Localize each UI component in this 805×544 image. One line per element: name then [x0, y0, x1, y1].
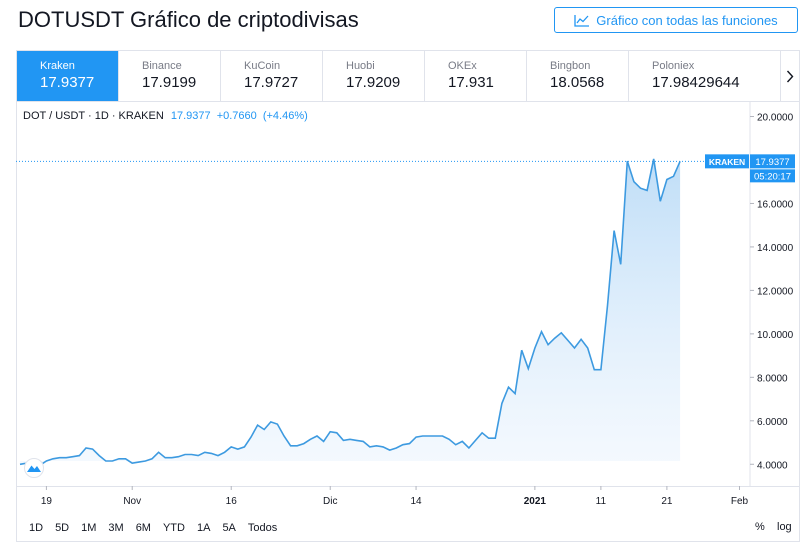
exchange-name: Poloniex: [652, 60, 695, 72]
full-chart-button[interactable]: Gráfico con todas las funciones: [554, 7, 798, 33]
chart-line-icon: [574, 14, 590, 27]
exchange-name: Bingbon: [550, 60, 591, 72]
log-scale-toggle[interactable]: log: [777, 521, 792, 533]
range-button-1d[interactable]: 1D: [29, 522, 44, 534]
exchange-name: OKEx: [448, 60, 477, 72]
chart-container: [16, 102, 800, 542]
exchange-tab-kraken[interactable]: Kraken 17.9377: [17, 51, 119, 101]
exchange-price: 17.9727: [244, 74, 299, 91]
exchange-tab-okex[interactable]: OKEx 17.931: [425, 51, 527, 101]
x-tick-label: 2021: [524, 496, 547, 507]
range-button-1a[interactable]: 1A: [196, 522, 211, 534]
exchange-tab-bingbon[interactable]: Bingbon 18.0568: [527, 51, 629, 101]
price-badge-bg: [750, 154, 795, 169]
range-toolbar: 1D 5D 1M 3M 6M YTD 1A 5A Todos % log: [16, 514, 800, 542]
price-badge-value: 17.9377: [755, 157, 789, 168]
exchange-price: 17.9199: [142, 74, 197, 91]
range-button-1m[interactable]: 1M: [81, 522, 97, 534]
y-tick-label: 14.0000: [757, 243, 794, 254]
exchange-price: 17.98429644: [652, 74, 740, 91]
exchange-name: Huobi: [346, 60, 375, 72]
y-tick-label: 8.0000: [757, 373, 788, 384]
exchange-name: Kraken: [40, 60, 75, 72]
chevron-right-icon: [786, 70, 794, 82]
x-tick-label: 16: [226, 496, 238, 507]
price-area-fill: [20, 158, 681, 466]
full-chart-label: Gráfico con todas las funciones: [596, 12, 778, 28]
exchange-price: 18.0568: [550, 74, 605, 91]
countdown-badge-value: 05:20:17: [754, 171, 791, 182]
x-tick-label: 14: [410, 496, 422, 507]
range-button-3m[interactable]: 3M: [108, 522, 124, 534]
exchange-price: 17.9377: [40, 74, 95, 91]
exchange-tab-kucoin[interactable]: KuCoin 17.9727: [221, 51, 323, 101]
legend-change: +0.7660: [216, 110, 257, 122]
exchange-name: KuCoin: [244, 60, 281, 72]
exchange-tab-binance[interactable]: Binance 17.9199: [119, 51, 221, 101]
range-button-5d[interactable]: 5D: [55, 522, 70, 534]
exchange-name: Binance: [142, 60, 182, 72]
y-tick-label: 20.0000: [757, 113, 794, 124]
legend-symbol: DOT / USDT · 1D · KRAKEN: [23, 110, 164, 122]
legend-change-pct: (+4.46%): [262, 110, 308, 122]
range-button-5a[interactable]: 5A: [222, 522, 236, 534]
y-tick-label: 12.0000: [757, 286, 794, 297]
exchange-badge-label: KRAKEN: [709, 157, 745, 167]
percent-scale-toggle[interactable]: %: [755, 521, 765, 533]
exchange-price: 17.9209: [346, 74, 401, 91]
x-tick-label: 11: [596, 496, 607, 507]
exchange-tab-poloniex[interactable]: Poloniex 17.98429644: [629, 51, 781, 101]
x-tick-label: Dic: [323, 496, 337, 507]
range-button-6m[interactable]: 6M: [135, 522, 151, 534]
x-tick-label: Feb: [731, 496, 749, 507]
range-button-todos[interactable]: Todos: [247, 522, 278, 534]
exchange-badge-bg: [705, 154, 749, 169]
exchange-tab-huobi[interactable]: Huobi 17.9209: [323, 51, 425, 101]
exchange-tabs: Kraken 17.9377 Binance 17.9199 KuCoin 17…: [16, 50, 800, 102]
range-button-ytd[interactable]: YTD: [162, 522, 185, 534]
price-line: [19, 158, 681, 467]
countdown-badge-bg: [750, 169, 795, 183]
legend-last-price: 17.9377: [170, 110, 211, 122]
y-tick-label: 4.0000: [757, 460, 788, 471]
x-tick-label: Nov: [123, 496, 141, 507]
x-tick-label: 19: [41, 496, 53, 507]
y-tick-label: 6.0000: [757, 417, 788, 428]
chart-legend: DOT / USDT · 1D · KRAKEN 17.9377 +0.7660…: [23, 110, 308, 122]
page-title: DOTUSDT Gráfico de criptodivisas: [18, 7, 359, 32]
x-tick-label: 21: [661, 496, 673, 507]
exchange-price: 17.931: [448, 74, 494, 91]
y-tick-label: 16.0000: [757, 199, 794, 210]
exchange-next-button[interactable]: [781, 51, 799, 101]
tradingview-logo-icon: [24, 458, 44, 478]
y-tick-label: 10.0000: [757, 330, 794, 341]
